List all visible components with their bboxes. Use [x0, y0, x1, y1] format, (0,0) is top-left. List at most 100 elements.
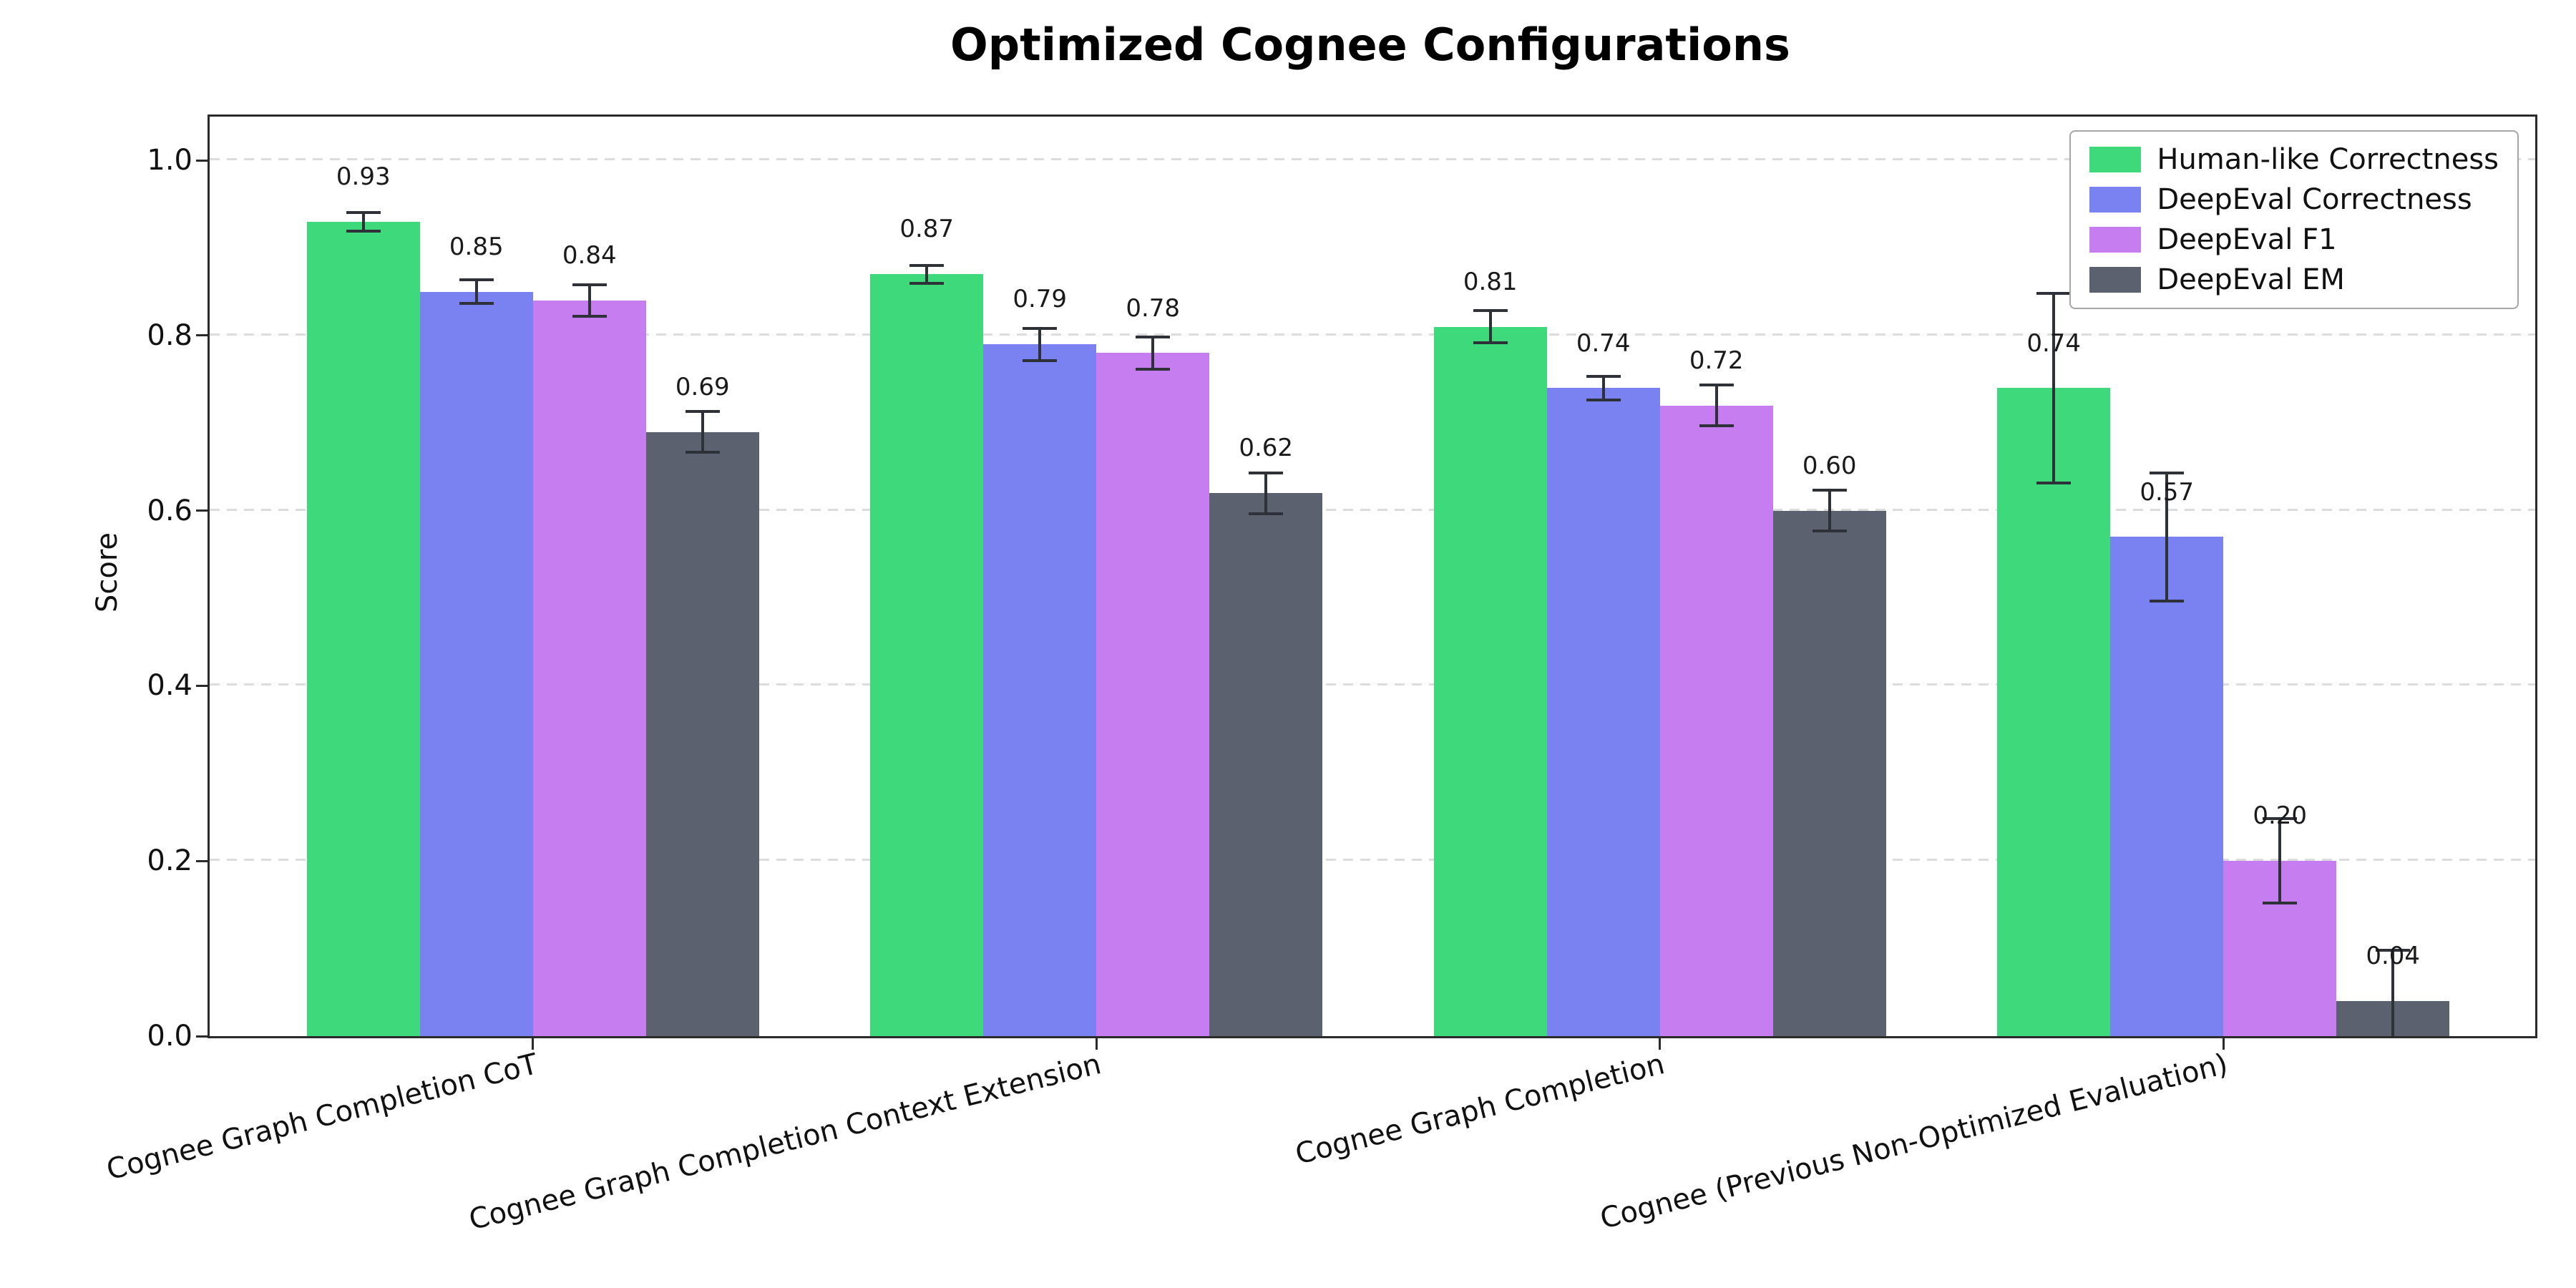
- error-bar: [1473, 309, 1508, 345]
- bar: [645, 431, 759, 1036]
- x-tick-mark: [532, 1038, 535, 1050]
- bar: [2110, 537, 2224, 1036]
- bar-value-label: 0.74: [1576, 328, 1631, 358]
- error-cap-bottom: [459, 302, 494, 306]
- bar-value-label: 0.93: [336, 162, 391, 192]
- bar: [1546, 388, 1660, 1036]
- legend: Human-like Correctness DeepEval Correctne…: [2069, 130, 2519, 309]
- error-bar: [2263, 817, 2298, 905]
- error-cap-top: [2263, 817, 2298, 821]
- error-cap-top: [459, 278, 494, 282]
- error-line: [701, 409, 704, 454]
- error-bar: [1812, 489, 1847, 533]
- error-line: [2052, 291, 2056, 484]
- legend-item: DeepEval Correctness: [2089, 183, 2499, 216]
- bar: [1209, 493, 1323, 1036]
- error-line: [2391, 948, 2395, 1036]
- error-line: [1264, 471, 1268, 515]
- error-cap-top: [1812, 489, 1847, 492]
- error-bar: [1586, 375, 1621, 401]
- legend-item: Human-like Correctness: [2089, 143, 2499, 176]
- error-bar: [685, 409, 720, 454]
- gridline: [210, 859, 2535, 862]
- bar: [306, 221, 420, 1036]
- error-cap-bottom: [1249, 512, 1284, 515]
- bar: [532, 301, 646, 1036]
- legend-swatch: [2089, 147, 2142, 172]
- x-tick-mark: [1095, 1038, 1098, 1050]
- bar: [1772, 510, 1886, 1036]
- y-tick-mark: [196, 1035, 208, 1038]
- legend-label: DeepEval F1: [2157, 223, 2337, 256]
- legend-label: DeepEval EM: [2157, 263, 2345, 296]
- y-tick-label: 0.2: [147, 844, 192, 878]
- error-cap-bottom: [346, 229, 381, 233]
- error-line: [1828, 489, 1831, 533]
- error-line: [361, 211, 365, 233]
- error-cap-bottom: [1023, 358, 1058, 362]
- error-line: [1601, 375, 1605, 401]
- error-cap-top: [2150, 471, 2185, 474]
- bar: [1659, 405, 1773, 1036]
- bar-value-label: 0.04: [2366, 942, 2421, 971]
- bar-value-label: 0.79: [1013, 285, 1068, 314]
- error-cap-top: [2376, 948, 2411, 952]
- y-tick-label: 0.4: [147, 669, 192, 703]
- y-tick-mark: [196, 334, 208, 337]
- bar-value-label: 0.78: [1126, 293, 1181, 323]
- error-cap-top: [1249, 471, 1284, 474]
- legend-label: Human-like Correctness: [2157, 143, 2499, 176]
- legend-swatch: [2089, 187, 2142, 213]
- legend-swatch: [2089, 267, 2142, 293]
- error-cap-bottom: [685, 451, 720, 454]
- error-line: [587, 283, 591, 318]
- error-bar: [2036, 291, 2072, 484]
- bar-value-label: 0.69: [675, 372, 730, 401]
- error-cap-bottom: [909, 281, 945, 285]
- y-tick-label: 0.6: [147, 494, 192, 527]
- error-line: [1714, 384, 1718, 428]
- legend-item: DeepEval F1: [2089, 223, 2499, 256]
- gridline: [210, 508, 2535, 511]
- bar-value-label: 0.81: [1463, 267, 1518, 296]
- error-line: [925, 263, 929, 285]
- bar-value-label: 0.62: [1239, 434, 1294, 463]
- error-cap-bottom: [2036, 482, 2072, 484]
- y-tick-mark: [196, 684, 208, 687]
- x-tick-label: Cognee (Previous Non-Optimized Evaluatio…: [1597, 1048, 2232, 1236]
- error-cap-bottom: [2150, 600, 2185, 603]
- error-cap-bottom: [2263, 902, 2298, 905]
- error-line: [2165, 471, 2169, 603]
- bar-value-label: 0.85: [449, 232, 504, 261]
- error-bar: [2376, 948, 2411, 1036]
- error-cap-bottom: [572, 315, 607, 318]
- error-bar: [909, 263, 945, 285]
- bar-value-label: 0.20: [2253, 801, 2308, 831]
- legend-item: DeepEval EM: [2089, 263, 2499, 296]
- bar: [1096, 353, 1210, 1036]
- error-bar: [1023, 326, 1058, 362]
- x-tick-mark: [2222, 1038, 2225, 1050]
- bar-value-label: 0.87: [899, 215, 955, 244]
- bar: [1433, 326, 1547, 1036]
- error-bar: [1249, 471, 1284, 515]
- error-cap-top: [346, 211, 381, 215]
- bar: [870, 274, 984, 1036]
- error-cap-bottom: [1812, 530, 1847, 533]
- x-tick-mark: [1659, 1038, 1662, 1050]
- error-line: [474, 278, 478, 306]
- error-line: [1151, 335, 1155, 371]
- bar: [1997, 388, 2111, 1036]
- bar-value-label: 0.84: [562, 241, 617, 270]
- bar-value-label: 0.57: [2140, 477, 2195, 507]
- chart-title: Optimized Cognee Configurations: [950, 19, 1790, 71]
- x-tick-label: Cognee Graph Completion CoT: [103, 1048, 541, 1187]
- legend-swatch: [2089, 227, 2142, 253]
- error-line: [1488, 309, 1492, 345]
- error-cap-top: [909, 263, 945, 267]
- error-line: [1038, 326, 1042, 362]
- error-cap-top: [1586, 375, 1621, 379]
- error-line: [2278, 817, 2282, 905]
- bar: [983, 344, 1097, 1036]
